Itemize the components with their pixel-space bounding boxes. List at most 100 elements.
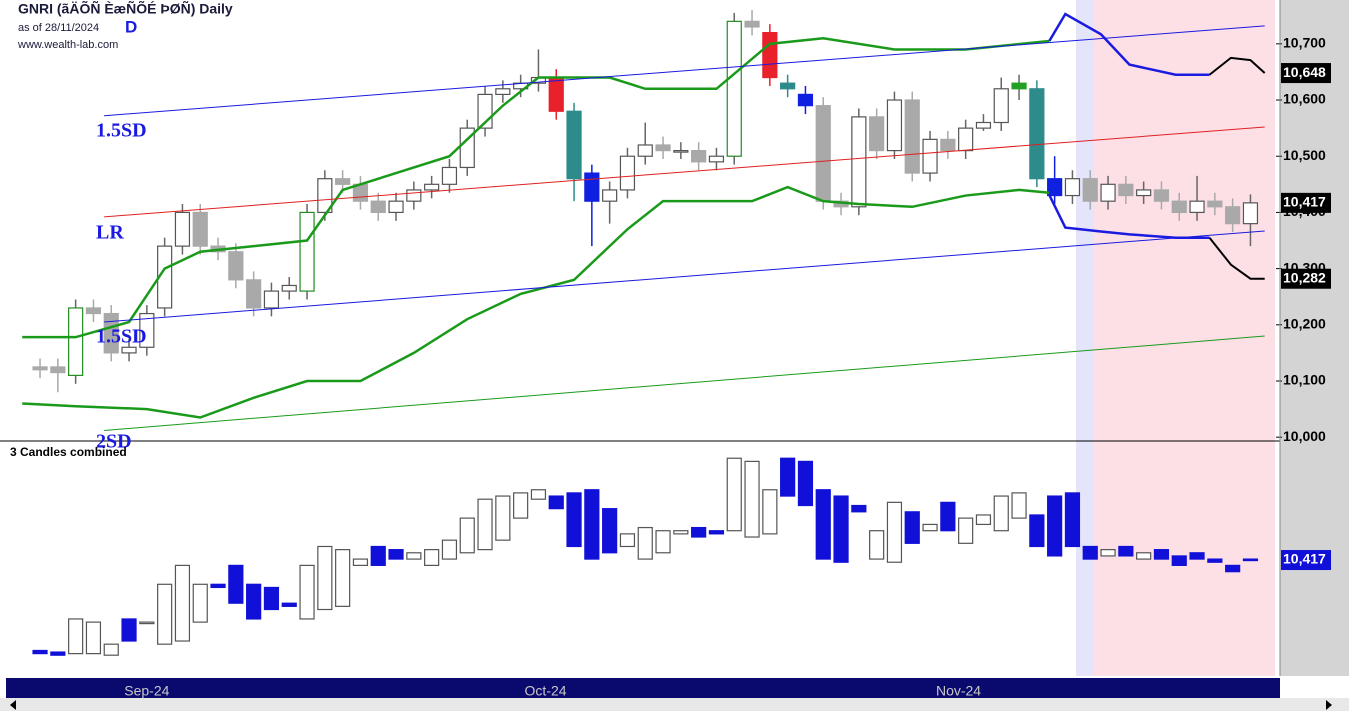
- candle-body: [904, 99, 920, 174]
- x-tick-label: Nov-24: [936, 683, 981, 699]
- candle-body: [281, 602, 297, 607]
- candle-body: [780, 457, 796, 497]
- candle-body: [1100, 549, 1116, 557]
- candle-body: [619, 533, 636, 548]
- candle-body: [1171, 555, 1187, 566]
- candle-body: [1082, 178, 1098, 202]
- candle-body: [1047, 178, 1063, 197]
- candle-body: [495, 495, 511, 541]
- candle-body: [584, 489, 600, 560]
- candle-body: [762, 489, 778, 535]
- candle-body: [673, 150, 689, 153]
- candle-body: [797, 93, 814, 107]
- scale: D: [125, 17, 137, 36]
- candle-body: [797, 460, 814, 507]
- site: www.wealth-lab.com: [17, 39, 118, 51]
- candle-body: [655, 144, 671, 152]
- candle-body: [1100, 183, 1116, 202]
- x-tick-label: Sep-24: [124, 683, 169, 699]
- indicator-line: [1208, 237, 1265, 280]
- candle-body: [246, 583, 262, 620]
- candle-body: [1189, 552, 1205, 560]
- candle-body: [1029, 514, 1045, 548]
- candle-body: [922, 138, 938, 174]
- candle-body: [406, 189, 422, 202]
- candle-body: [1225, 564, 1241, 573]
- indicator-line: [1048, 12, 1210, 76]
- candle-body: [940, 501, 956, 532]
- candle-body: [1242, 558, 1259, 562]
- scroll-right[interactable]: [1326, 700, 1332, 710]
- annotation: 1.5SD: [96, 120, 147, 142]
- candle-body: [50, 366, 66, 374]
- annotation: 2SD: [96, 431, 132, 453]
- y-tick-label: 10,000: [1283, 428, 1326, 444]
- value-box: [1281, 63, 1331, 84]
- candle-body: [68, 307, 84, 376]
- candle-body: [192, 583, 208, 623]
- price-panel: 10,00010,10010,20010,30010,40010,50010,6…: [22, 10, 1331, 444]
- candle-body: [655, 530, 671, 554]
- candle-body: [975, 514, 992, 526]
- candle-body: [459, 127, 475, 169]
- candle-body: [317, 545, 333, 611]
- candle-body: [726, 457, 742, 532]
- candle-body: [157, 583, 173, 645]
- panel-title: 3 Candles combined: [10, 445, 127, 459]
- candle-body: [1064, 492, 1081, 548]
- y-tick-label: 10,700: [1283, 35, 1326, 51]
- candle-body: [602, 508, 618, 554]
- candle-body: [975, 121, 992, 129]
- candle-body: [673, 530, 689, 535]
- candle-body: [602, 189, 618, 202]
- candle-body: [174, 211, 191, 247]
- value-label: 10,417: [1283, 551, 1326, 567]
- candle-body: [1171, 200, 1187, 214]
- candle-body: [584, 172, 600, 202]
- candle-body: [139, 621, 155, 625]
- candle-body: [815, 489, 831, 560]
- candle-body: [1136, 189, 1152, 197]
- candle-body: [174, 564, 191, 642]
- candle-body: [495, 88, 511, 96]
- candle-body: [370, 545, 386, 566]
- candle-body: [228, 564, 244, 604]
- candle-body: [85, 621, 102, 655]
- candle-body: [1242, 202, 1259, 225]
- candle-body: [370, 200, 386, 214]
- candle-body: [1082, 545, 1098, 560]
- candle-body: [121, 346, 137, 354]
- candle-body: [1011, 492, 1027, 519]
- candle-body: [139, 312, 155, 348]
- candle-body: [851, 116, 867, 208]
- candle-body: [424, 183, 440, 191]
- candle-body: [1207, 200, 1223, 208]
- scroll-left[interactable]: [10, 700, 16, 710]
- candle-body: [1153, 549, 1170, 560]
- chart-title: GNRI (ãÄÕÑ ÈæÑÕÉ ÞØÑ) Daily: [18, 0, 233, 17]
- candle-body: [691, 150, 707, 163]
- value-box: [1281, 268, 1331, 289]
- candle-body: [548, 76, 564, 112]
- candle-body: [869, 530, 885, 560]
- value-label: 10,648: [1283, 64, 1326, 80]
- candle-body: [637, 526, 653, 560]
- candle-body: [1189, 200, 1205, 214]
- candle-body: [50, 651, 66, 656]
- candle-body: [530, 489, 547, 500]
- highlight-band: [1094, 0, 1275, 676]
- candle-body: [886, 99, 903, 152]
- candle-body: [263, 586, 280, 611]
- scrollbar[interactable]: [0, 698, 1349, 711]
- candle-body: [1207, 558, 1223, 563]
- candle-body: [566, 110, 582, 180]
- candle-body: [851, 504, 867, 513]
- candle-body: [317, 178, 333, 214]
- candle-body: [762, 31, 778, 79]
- candle-body: [940, 138, 956, 152]
- candle-body: [228, 251, 244, 281]
- candle-body: [869, 116, 885, 152]
- candle-body: [1225, 206, 1241, 225]
